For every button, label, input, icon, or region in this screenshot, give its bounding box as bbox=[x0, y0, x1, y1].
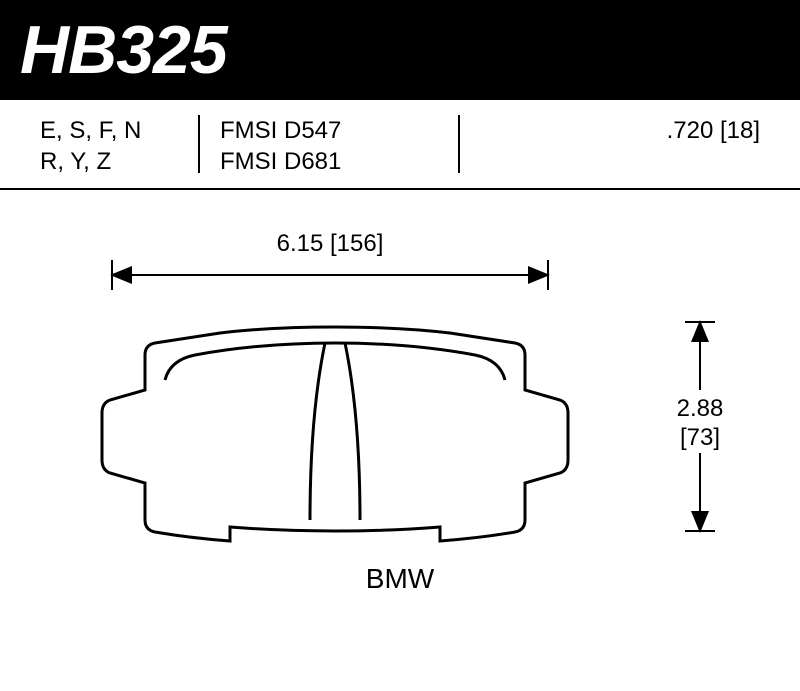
height-arrow-top-svg bbox=[685, 320, 715, 390]
compounds-line1: E, S, F, N bbox=[40, 115, 178, 146]
diagram-area: 6.15 [156] 2.88 [73] bbox=[0, 190, 800, 620]
height-dimension: 2.88 [73] bbox=[640, 320, 760, 538]
width-inches: 6.15 bbox=[277, 230, 324, 257]
thickness-column: .720 [18] bbox=[460, 115, 800, 173]
brand-label: BMW bbox=[0, 563, 800, 595]
fmsi-column: FMSI D547 FMSI D681 bbox=[200, 115, 460, 173]
part-number: HB325 bbox=[20, 11, 227, 89]
width-mm: [156] bbox=[330, 230, 383, 257]
spec-row: E, S, F, N R, Y, Z FMSI D547 FMSI D681 .… bbox=[0, 100, 800, 190]
fmsi-line1: FMSI D547 bbox=[220, 115, 438, 146]
height-label: 2.88 [73] bbox=[640, 395, 760, 453]
compounds-line2: R, Y, Z bbox=[40, 146, 178, 177]
height-inches: 2.88 bbox=[640, 395, 760, 424]
brake-pad-svg bbox=[100, 325, 570, 545]
height-mm: [73] bbox=[640, 424, 760, 453]
width-label: 6.15 [156] bbox=[110, 230, 550, 258]
height-arrow-bottom-svg bbox=[685, 453, 715, 533]
brake-pad-outline bbox=[100, 325, 570, 550]
width-arrow-line bbox=[110, 260, 550, 290]
compounds-column: E, S, F, N R, Y, Z bbox=[0, 115, 200, 173]
thickness-value: .720 [18] bbox=[480, 115, 760, 146]
fmsi-line2: FMSI D681 bbox=[220, 146, 438, 177]
width-arrow-svg bbox=[110, 260, 550, 290]
header-bar: HB325 bbox=[0, 0, 800, 100]
width-dimension: 6.15 [156] bbox=[110, 230, 550, 290]
